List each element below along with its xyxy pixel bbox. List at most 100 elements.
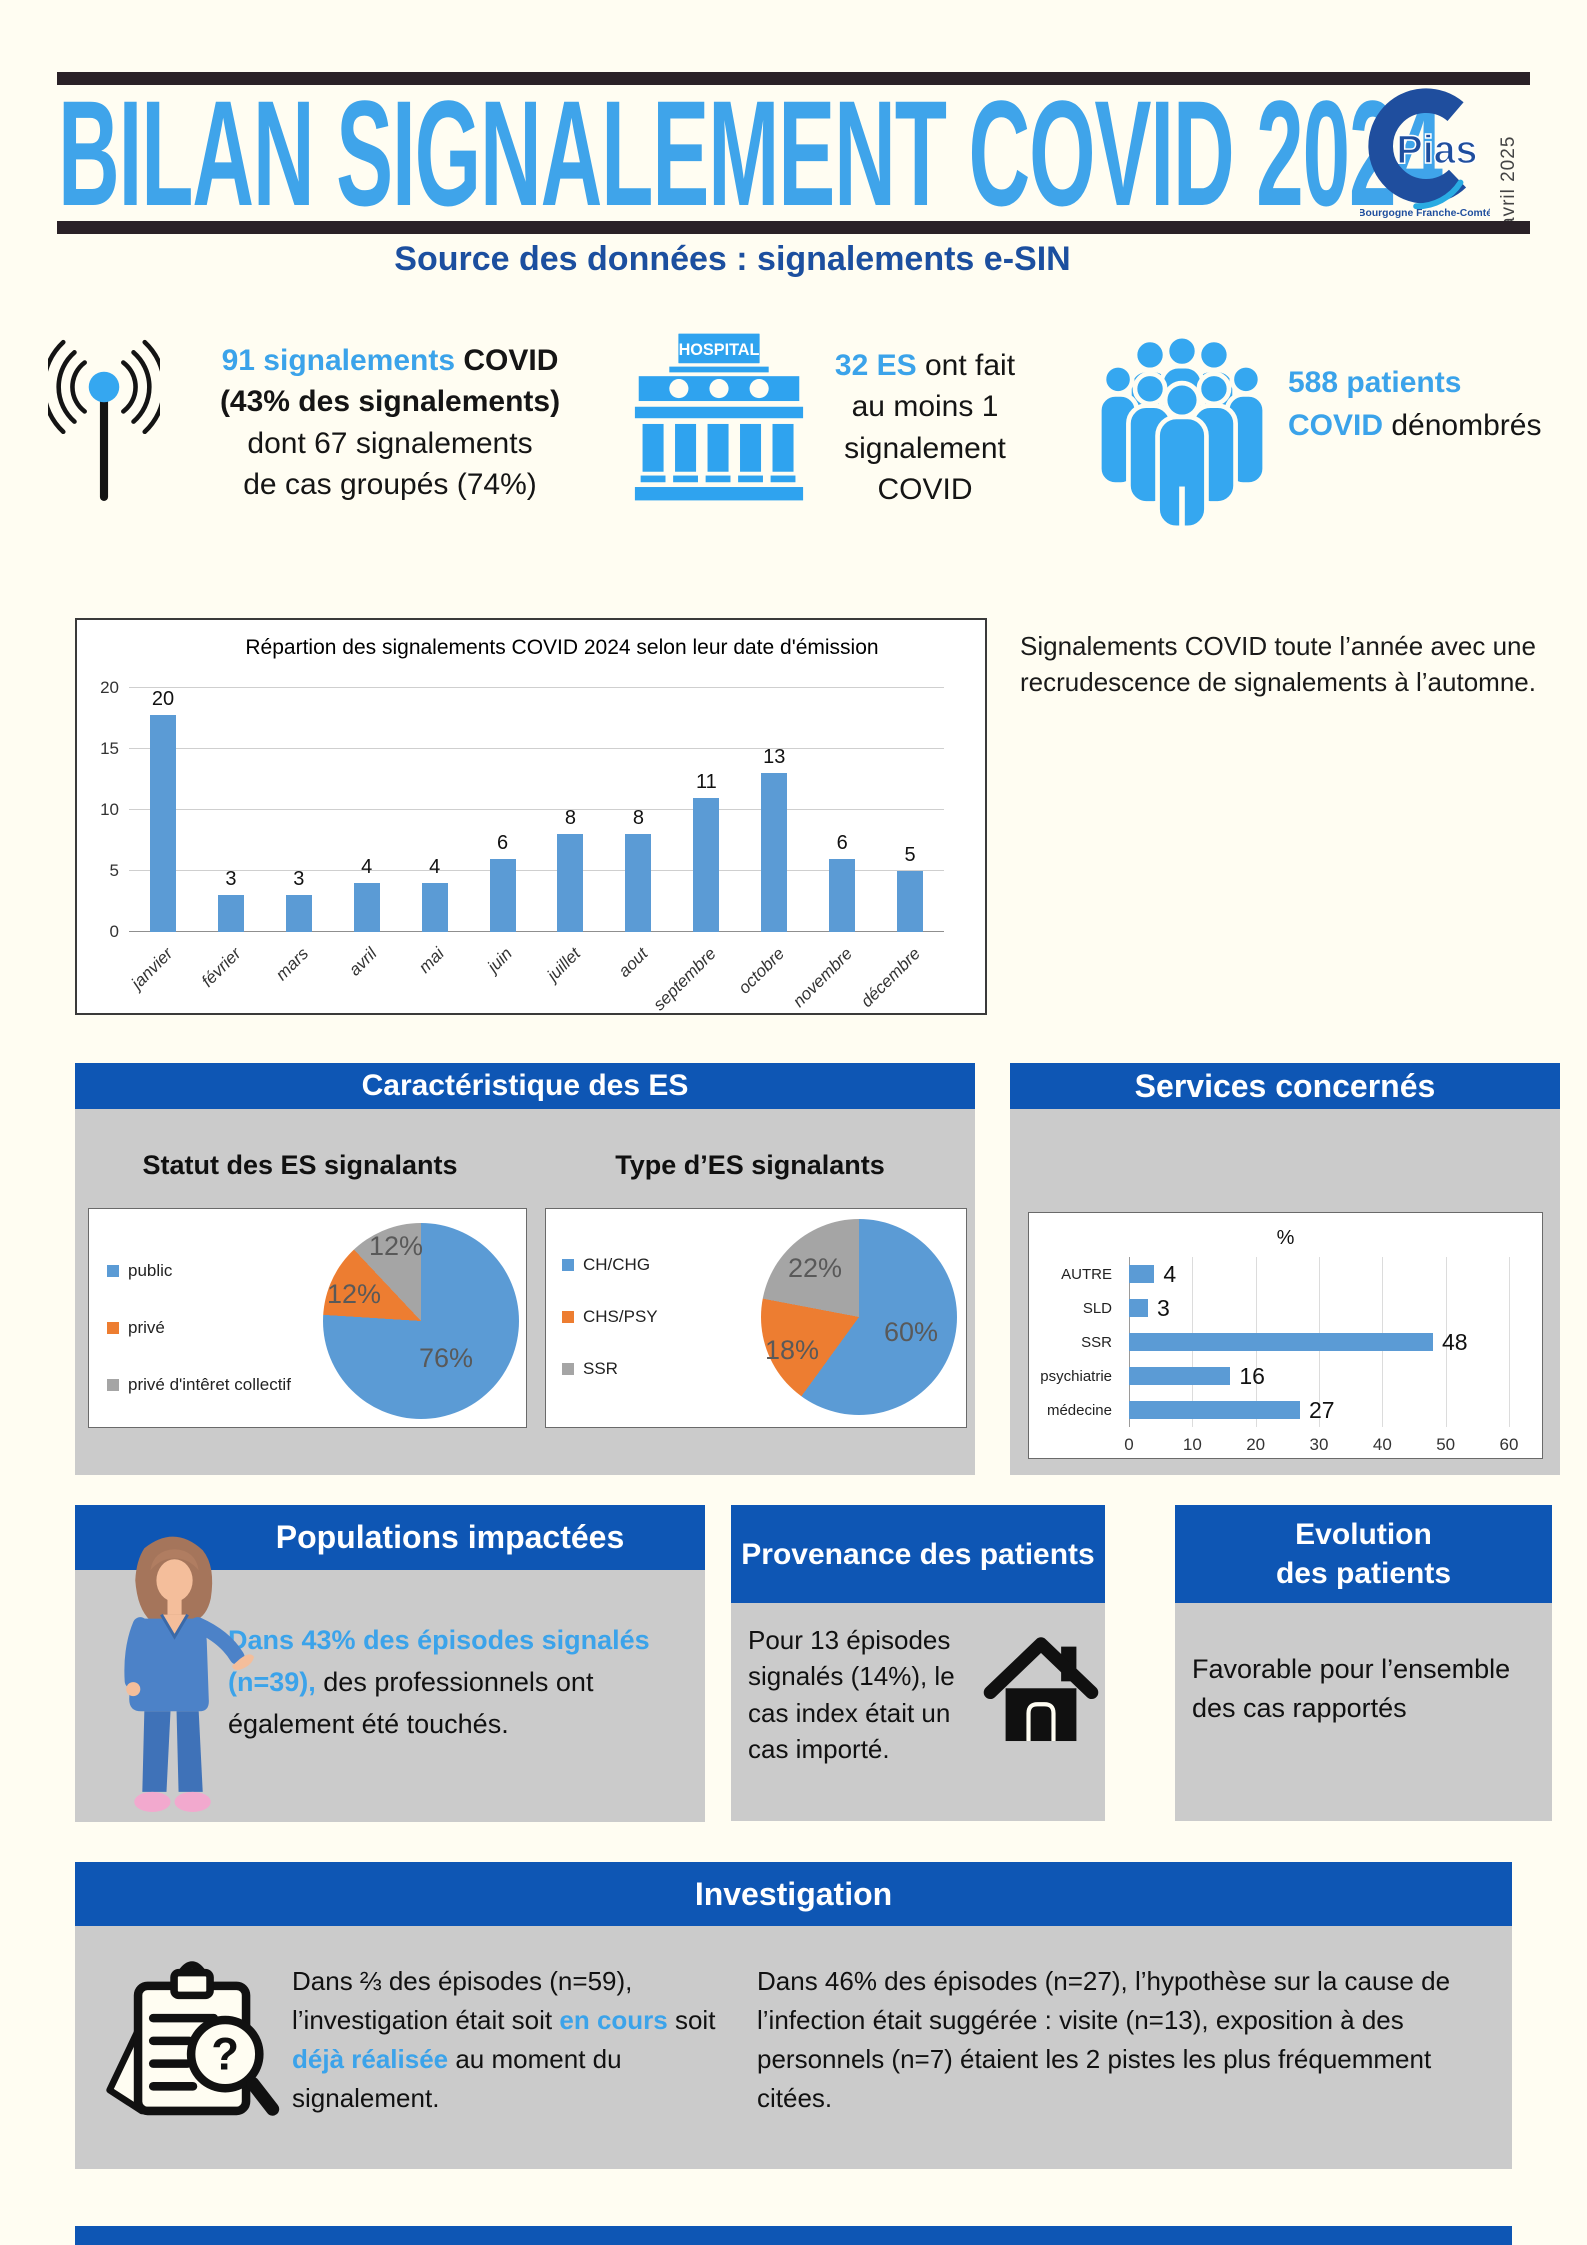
x-label-septembre: septembre	[649, 944, 720, 1015]
stat-patients: 588 patients COVID dénombrés	[1288, 362, 1587, 447]
bar-juillet: 8	[537, 688, 605, 932]
bottom-accent-bar	[75, 2226, 1512, 2245]
monthly-chart-bars: 20 3 3 4 4 6 8 8 11 13 6 5	[129, 688, 944, 932]
service-label-médecine: médecine	[1046, 1401, 1112, 1419]
services-x-ticks: 0 10 20 30 40 50 60	[1124, 1435, 1518, 1457]
legend-item-chchg: CH/CHG	[562, 1255, 658, 1275]
section-caracteristique-header: Caractéristique des ES	[75, 1063, 975, 1109]
header-rule-top	[57, 72, 1530, 85]
statut-chart-title: Statut des ES signalants	[142, 1150, 458, 1180]
x-label-février: février	[197, 944, 245, 991]
service-label-SSR: SSR	[1081, 1333, 1112, 1351]
page-title: BILAN SIGNALEMENT COVID 2024	[58, 69, 1443, 237]
stat-patients-count: 588 patients	[1288, 366, 1462, 399]
bar-juin: 6	[469, 688, 537, 932]
section-investigation-header: Investigation	[75, 1862, 1512, 1926]
service-label-SLD: SLD	[1082, 1299, 1112, 1317]
services-x-tick-30: 30	[1309, 1435, 1329, 1454]
monthly-chart-x-labels: janvier février mars avril mai juin juillet aou…	[127, 936, 944, 1015]
stat-es: 32 ES ont fait au moins 1 signalement CO…	[834, 349, 1016, 507]
cpias-logo: Pias Bourgogne Franche-Comté	[1360, 88, 1490, 219]
legend-swatch-public	[107, 1265, 119, 1277]
statut-pie-box: public privé privé d'intêret collectif 7…	[88, 1208, 527, 1428]
data-source-subtitle: Source des données : signalements e-SIN	[394, 240, 1071, 278]
monthly-chart-title: Répartion des signalements COVID 2024 se…	[245, 636, 879, 659]
services-chart-box: % AUTRE SLD SSR psychiatrie médecine 4 3 48 16 2…	[1028, 1212, 1543, 1459]
stat-signalements-count: 91 signalements	[221, 344, 456, 377]
investigation-clipboard-icon: ?	[106, 1961, 280, 2116]
antenna-icon	[48, 339, 160, 501]
monthly-chart-note: Signalements COVID toute l’année avec un…	[1020, 631, 1536, 698]
section-services-header: Services concernés	[1010, 1063, 1560, 1109]
bar-novembre: 6	[808, 688, 876, 932]
legend-swatch-prive	[107, 1322, 119, 1334]
type-chart-title: Type d’ES signalants	[615, 1150, 885, 1180]
bar-mars: 3	[265, 688, 333, 932]
statut-pie-chart	[323, 1223, 519, 1419]
section-provenance-header: Provenance des patients	[731, 1505, 1105, 1603]
services-bars: 4 3 48 16 27	[1129, 1257, 1509, 1427]
service-bar-SLD: 3	[1129, 1291, 1509, 1325]
service-bar-SSR: 48	[1129, 1325, 1509, 1359]
services-plot: 4 3 48 16 27	[1129, 1257, 1510, 1427]
bar-février: 3	[197, 688, 265, 932]
logo-region: Bourgogne Franche-Comté	[1360, 208, 1490, 219]
section-evolution-header: Evolution des patients	[1175, 1505, 1552, 1603]
bar-mai: 4	[401, 688, 469, 932]
house-icon	[983, 1637, 1099, 1742]
monthly-chart-plot: 0 5 10 15 20 20 3 3 4 4 6 8 8 11 13 6 5	[100, 678, 944, 941]
y-tick-5: 5	[109, 861, 119, 880]
service-bar-psychiatrie: 16	[1129, 1359, 1509, 1393]
section-investigation-body	[75, 1926, 1512, 2169]
legend-item-prive-collectif: privé d'intêret collectif	[107, 1375, 291, 1395]
x-label-décembre: décembre	[856, 944, 924, 1011]
services-x-tick-50: 50	[1436, 1435, 1456, 1454]
hospital-sign-text: HOSPITAL	[679, 341, 760, 359]
services-x-tick-0: 0	[1124, 1435, 1134, 1454]
type-pie-box: CH/CHG CHS/PSY SSR 60% 18% 22%	[545, 1208, 967, 1428]
y-tick-0: 0	[109, 922, 119, 941]
x-label-janvier: janvier	[127, 944, 177, 993]
logo-text: Pias	[1396, 128, 1477, 172]
patients-group-icon	[1096, 333, 1268, 531]
monthly-chart-grid: 0 5 10 15 20	[100, 678, 944, 941]
services-x-tick-60: 60	[1499, 1435, 1519, 1454]
legend-item-prive: privé	[107, 1318, 291, 1338]
service-label-psychiatrie: psychiatrie	[1040, 1367, 1112, 1385]
statut-label-prive-collectif: 12%	[369, 1231, 424, 1261]
investigation-right-text: Dans 46% des épisodes (n=27), l’hypothès…	[757, 1966, 1451, 2113]
legend-item-chspsy: CHS/PSY	[562, 1307, 658, 1327]
monthly-chart-panel: Répartion des signalements COVID 2024 se…	[75, 618, 987, 1015]
legend-item-ssr: SSR	[562, 1359, 658, 1379]
populations-text: Dans 43% des épisodes signalés (n=39), d…	[228, 1625, 650, 1739]
type-label-chspsy: 18%	[765, 1335, 820, 1365]
service-label-AUTRE: AUTRE	[1061, 1265, 1112, 1283]
service-bar-médecine: 27	[1129, 1393, 1509, 1427]
x-label-mars: mars	[272, 944, 313, 985]
statut-label-public: 76%	[419, 1343, 474, 1373]
nurse-illustration-icon	[124, 1536, 255, 1812]
statut-legend: public privé privé d'intêret collectif	[107, 1261, 291, 1395]
type-label-ssr: 22%	[788, 1253, 843, 1283]
legend-swatch-chspsy	[562, 1311, 574, 1323]
bar-avril: 4	[333, 688, 401, 932]
x-label-mai: mai	[415, 944, 449, 977]
header-rule-bottom	[57, 221, 1530, 234]
services-x-tick-20: 20	[1246, 1435, 1266, 1454]
services-category-labels: AUTRE SLD SSR psychiatrie médecine	[1029, 1257, 1121, 1427]
services-x-tick-10: 10	[1182, 1435, 1202, 1454]
type-legend: CH/CHG CHS/PSY SSR	[562, 1255, 658, 1379]
bar-septembre: 11	[672, 688, 740, 932]
services-unit-label: %	[1276, 1227, 1295, 1249]
svg-text:?: ?	[211, 2028, 239, 2079]
bar-décembre: 5	[876, 688, 944, 932]
legend-item-public: public	[107, 1261, 291, 1281]
services-x-tick-40: 40	[1372, 1435, 1392, 1454]
service-bar-AUTRE: 4	[1129, 1257, 1509, 1291]
evolution-text: Favorable pour l’ensemble des cas rappor…	[1192, 1654, 1511, 1724]
stat-es-count: 32 ES	[834, 349, 917, 382]
statut-label-prive: 12%	[327, 1279, 382, 1309]
bar-octobre: 13	[740, 688, 808, 932]
y-tick-20: 20	[100, 678, 119, 697]
provenance-text: Pour 13 épisodes signalés (14%), le cas …	[748, 1625, 955, 1765]
